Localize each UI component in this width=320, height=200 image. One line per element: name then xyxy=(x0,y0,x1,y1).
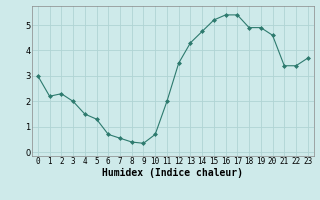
X-axis label: Humidex (Indice chaleur): Humidex (Indice chaleur) xyxy=(102,168,243,178)
